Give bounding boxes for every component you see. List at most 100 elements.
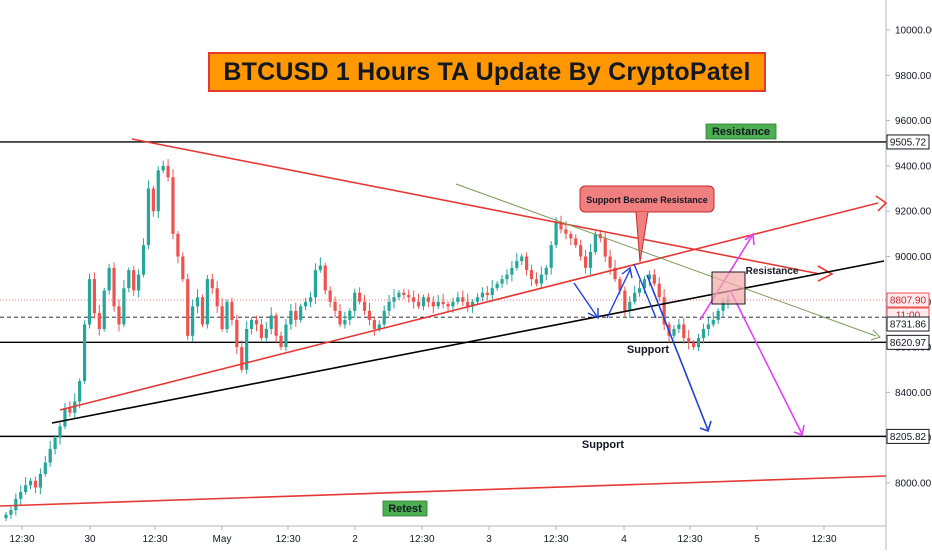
candle-body <box>382 310 386 325</box>
candle-body <box>544 267 548 275</box>
candle-body <box>554 222 558 246</box>
blue-zigzag-down2 <box>633 263 657 319</box>
y-tick-label: 9800.00 <box>895 71 932 82</box>
candle-body <box>53 437 57 450</box>
chart-title: BTCUSD 1 Hours TA Update By CryptoPatel <box>223 57 751 86</box>
candle-body <box>692 342 696 348</box>
retest-label: Retest <box>388 503 422 515</box>
retest-trendline <box>0 475 887 507</box>
callout-pointer <box>635 211 649 263</box>
drawings: Support Became Resistance Resistance Ret… <box>0 123 888 517</box>
price-tag-low_support <box>886 428 930 444</box>
candle-body <box>299 306 303 320</box>
candle-body <box>78 381 82 402</box>
candle-body <box>652 274 656 284</box>
candle-body <box>456 297 460 302</box>
y-tick-label: 9200.00 <box>895 207 932 218</box>
candle-body <box>618 279 622 291</box>
candle-body <box>392 297 396 302</box>
candle-body <box>24 485 28 493</box>
candle-body <box>647 274 652 280</box>
candle-body <box>161 165 165 171</box>
candle-body <box>475 297 480 302</box>
candle-body <box>362 301 367 311</box>
candle-body <box>583 256 588 268</box>
y-tick-label: 9600.00 <box>895 116 932 127</box>
candle-body <box>534 279 539 284</box>
candles <box>4 159 730 521</box>
green-descending-line <box>455 183 877 337</box>
candle-body <box>333 301 337 311</box>
candle-body <box>637 288 642 293</box>
descending-trendline-arrowhead <box>817 265 834 282</box>
candle-body <box>269 315 273 329</box>
candle-body <box>539 274 543 284</box>
candle-body <box>112 267 116 307</box>
candle-body <box>564 229 568 234</box>
candle-body <box>716 310 720 320</box>
candle-body <box>358 292 362 302</box>
candle-body <box>274 315 278 336</box>
time-axis[interactable]: 12:30 30 12:30 May 12:30 2 12:30 3 12:30 4 12:30 5 1… <box>9 526 837 545</box>
blue-zigzag-down <box>573 282 599 319</box>
candle-body <box>107 267 111 291</box>
candle-body <box>210 279 214 289</box>
candle-body <box>672 328 676 336</box>
y-tick-label: 8000.00 <box>895 479 932 490</box>
retest-zone-box <box>711 271 746 305</box>
candle-body <box>446 304 450 307</box>
x-tick-label: 12:30 <box>275 534 300 545</box>
candle-body <box>323 265 327 291</box>
candle-body <box>63 408 67 427</box>
candle-body <box>68 408 72 413</box>
candle-body <box>485 292 489 296</box>
support-mid-label: Support <box>627 344 669 356</box>
candle-body <box>520 256 524 262</box>
magenta-up-arrowhead <box>744 232 755 246</box>
candle-body <box>254 319 259 325</box>
candle-body <box>156 170 160 212</box>
candle-body <box>470 301 475 307</box>
price-tag-low_support-text: 8205.82 <box>890 432 927 443</box>
candle-body <box>657 283 661 298</box>
candle-body <box>505 274 509 280</box>
candle-body <box>318 265 322 271</box>
candle-body <box>451 301 455 307</box>
price-tag-last_price-text: 8807.90 <box>890 296 927 307</box>
x-tick-label: 12:30 <box>409 534 434 545</box>
candle-body <box>623 290 627 311</box>
candle-body <box>721 301 725 311</box>
chart-title-banner: BTCUSD 1 Hours TA Update By CryptoPatel <box>208 52 766 92</box>
candle-body <box>569 233 573 239</box>
y-tick-label: 9000.00 <box>895 252 932 263</box>
price-tag-last_price <box>886 292 930 308</box>
candle-body <box>436 301 440 307</box>
candle-body <box>367 310 372 320</box>
candle-body <box>127 270 131 289</box>
candle-body <box>407 295 411 298</box>
candle-body <box>510 267 514 275</box>
candle-body <box>421 297 426 307</box>
price-axis[interactable]: 8000.008200.008400.008600.008800.009000.… <box>886 26 932 490</box>
candle-body <box>132 270 136 291</box>
candle-body <box>500 279 504 284</box>
candle-body <box>343 319 347 325</box>
x-tick-label: 4 <box>621 534 627 545</box>
candle-body <box>402 292 406 296</box>
candle-body <box>687 338 691 343</box>
candle-body <box>181 256 185 280</box>
candle-body <box>87 279 92 325</box>
candle-body <box>146 188 151 246</box>
retest-label-bg <box>382 500 428 517</box>
candle-body <box>284 324 288 348</box>
candle-body <box>441 301 445 305</box>
candle-body <box>515 261 519 268</box>
candle-body <box>245 328 249 370</box>
y-tick-label: 8400.00 <box>895 388 932 399</box>
candle-body <box>387 301 391 311</box>
candle-body <box>73 401 77 413</box>
candle-body <box>579 245 583 257</box>
candle-body <box>461 297 465 302</box>
